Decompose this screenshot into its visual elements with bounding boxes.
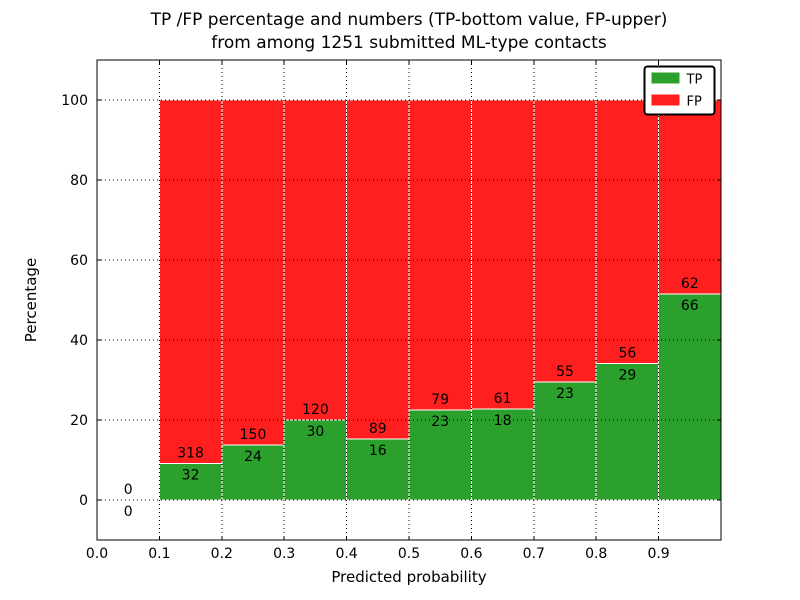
fp-bar-segment xyxy=(470,99,535,410)
tp-value-label: 30 xyxy=(306,424,324,440)
fp-bar-segment xyxy=(283,99,348,421)
x-tick-label: 0.8 xyxy=(585,546,607,562)
fp-value-label: 150 xyxy=(240,427,267,443)
x-axis-label: Predicted probability xyxy=(331,568,487,586)
tp-bar-segment xyxy=(470,408,535,501)
x-tick-label: 0.3 xyxy=(273,546,295,562)
x-tick-label: 0.7 xyxy=(523,546,545,562)
tp-value-label: 32 xyxy=(182,467,200,483)
x-tick-label: 0.4 xyxy=(335,546,357,562)
y-tick-label: 100 xyxy=(61,93,88,109)
fp-bar-segment xyxy=(408,99,472,411)
fp-bar-segment xyxy=(221,99,285,446)
legend-swatch-fp xyxy=(651,94,680,106)
fp-value-label: 89 xyxy=(369,421,387,437)
fp-bar-segment xyxy=(595,99,660,365)
tp-value-label: 66 xyxy=(681,298,699,314)
fp-bar-segment xyxy=(533,99,597,383)
fp-value-label: 61 xyxy=(494,391,512,407)
fp-bar-segment xyxy=(658,99,722,295)
fp-value-label: 62 xyxy=(681,276,699,292)
y-tick-label: 40 xyxy=(70,333,88,349)
tp-bar-segment xyxy=(595,363,660,501)
tp-value-label: 23 xyxy=(556,386,574,402)
fp-value-label: 0 xyxy=(124,482,133,498)
x-tick-label: 0.1 xyxy=(148,546,170,562)
tp-bar-segment xyxy=(283,419,348,501)
fp-value-label: 56 xyxy=(618,346,636,362)
chart-title-line1: TP /FP percentage and numbers (TP-bottom… xyxy=(150,10,668,30)
y-axis-label: Percentage xyxy=(22,257,40,343)
legend-swatch-tp xyxy=(651,72,680,84)
y-tick-label: 80 xyxy=(70,173,88,189)
tp-bar-segment xyxy=(658,293,722,501)
x-tick-label: 0.0 xyxy=(86,546,108,562)
tp-value-label: 0 xyxy=(124,504,133,520)
fp-bar-segment xyxy=(346,99,410,440)
x-tick-label: 0.2 xyxy=(211,546,233,562)
y-tick-label: 0 xyxy=(79,493,88,509)
x-tick-label: 0.9 xyxy=(647,546,669,562)
fp-value-label: 318 xyxy=(177,445,204,461)
legend-label-fp: FP xyxy=(687,95,702,110)
y-tick-label: 60 xyxy=(70,253,88,269)
tp-value-label: 29 xyxy=(618,368,636,384)
fp-value-label: 120 xyxy=(302,402,329,418)
fp-bar-segment xyxy=(158,99,223,464)
x-tick-label: 0.5 xyxy=(398,546,420,562)
tp-value-label: 23 xyxy=(431,414,449,430)
tp-value-label: 24 xyxy=(244,449,262,465)
tp-value-label: 16 xyxy=(369,443,387,459)
legend-label-tp: TP xyxy=(686,73,703,88)
x-tick-label: 0.6 xyxy=(460,546,482,562)
tp-bar-segment xyxy=(158,462,223,501)
fp-value-label: 79 xyxy=(431,392,449,408)
tp-value-label: 18 xyxy=(494,413,512,429)
y-tick-label: 20 xyxy=(70,413,88,429)
fp-value-label: 55 xyxy=(556,364,574,380)
chart-title-line2: from among 1251 submitted ML-type contac… xyxy=(211,33,607,53)
